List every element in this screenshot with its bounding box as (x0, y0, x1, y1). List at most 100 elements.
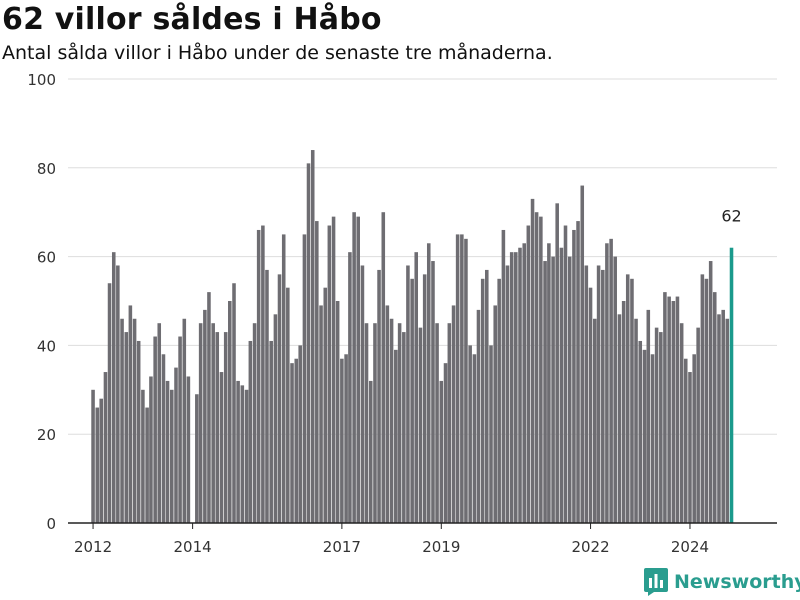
y-tick-label: 40 (37, 337, 56, 355)
bar (290, 363, 294, 523)
bar (418, 327, 423, 523)
bar (572, 229, 576, 523)
bar (95, 407, 100, 523)
bar (161, 354, 166, 523)
bar (712, 292, 717, 523)
bar (609, 238, 613, 523)
bar (236, 380, 240, 523)
bar (634, 318, 638, 523)
bar (240, 385, 245, 523)
annotations: 62 (721, 207, 741, 226)
bar (646, 309, 651, 523)
bar (601, 269, 605, 523)
bar (555, 203, 559, 523)
last-value-label: 62 (721, 207, 741, 226)
bar (576, 221, 580, 523)
bar (286, 287, 290, 523)
bar (426, 243, 431, 523)
bar (559, 247, 564, 523)
bar (265, 269, 269, 523)
bar (91, 389, 95, 523)
bar (298, 345, 302, 523)
bar (530, 198, 535, 523)
bar (539, 216, 543, 523)
bar (410, 278, 414, 523)
bar (310, 150, 315, 524)
bar (368, 380, 373, 523)
bar (518, 247, 522, 523)
bar (476, 309, 481, 523)
bar (551, 256, 555, 523)
bar (596, 265, 601, 523)
bar (725, 318, 730, 523)
bar (654, 327, 659, 523)
bar (489, 345, 493, 523)
bar (708, 261, 713, 523)
bar (472, 354, 477, 523)
bar (468, 345, 472, 523)
bar (460, 234, 464, 523)
bar (111, 252, 116, 523)
bar (389, 318, 394, 523)
bar (141, 389, 145, 523)
bar (145, 407, 149, 523)
chart-subtitle: Antal sålda villor i Håbo under de senas… (2, 42, 553, 64)
gridlines (68, 78, 777, 435)
y-tick-label: 20 (37, 426, 56, 444)
bar (294, 358, 299, 523)
y-tick-label: 100 (27, 71, 56, 89)
brand-name: Newsworthy (674, 571, 800, 593)
bar (174, 367, 178, 523)
bar (431, 261, 435, 523)
bar (605, 243, 609, 523)
bar (99, 398, 104, 523)
bar (642, 349, 647, 523)
bar (344, 354, 348, 523)
bar (360, 265, 365, 523)
bar (663, 292, 667, 523)
bar (302, 234, 307, 523)
bar (497, 278, 501, 523)
bar (335, 301, 340, 523)
bar (223, 332, 228, 523)
bar (356, 216, 360, 523)
bar (580, 185, 585, 523)
bar (526, 225, 531, 523)
bar (584, 265, 589, 523)
bar (281, 234, 286, 523)
y-tick-label: 60 (37, 249, 56, 267)
bar (327, 225, 332, 523)
bar (650, 354, 655, 523)
bar (675, 296, 680, 523)
bar (331, 216, 336, 523)
bars (91, 150, 734, 524)
bar (638, 340, 643, 523)
bar (157, 323, 162, 523)
bar (683, 358, 688, 523)
bar (373, 323, 377, 523)
bar (186, 376, 191, 523)
bar (273, 314, 278, 523)
bar (232, 283, 236, 523)
bar (406, 265, 410, 523)
bar (352, 212, 356, 523)
bar (394, 349, 398, 523)
bar (269, 340, 273, 523)
bar (306, 163, 311, 524)
bar (509, 252, 514, 523)
bar (211, 323, 215, 523)
bar (178, 336, 182, 523)
bar (422, 274, 427, 523)
bar (315, 221, 319, 523)
bar (671, 301, 676, 523)
y-tick-label: 80 (37, 160, 56, 178)
bar (124, 332, 129, 523)
bar (377, 269, 381, 523)
bar (149, 376, 153, 523)
bar (132, 318, 137, 523)
bar (514, 252, 518, 523)
bar (402, 332, 406, 523)
x-tick-label: 2019 (422, 538, 460, 556)
bar (228, 301, 232, 523)
